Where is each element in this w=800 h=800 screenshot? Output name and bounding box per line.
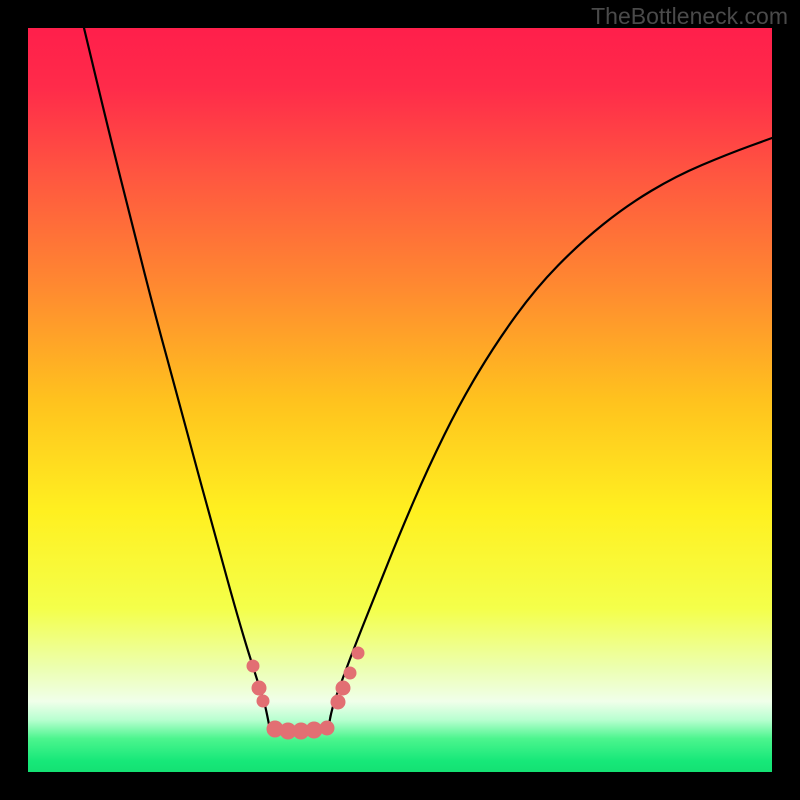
data-marker [331,695,345,709]
data-marker [344,667,356,679]
chart-frame: TheBottleneck.com [0,0,800,800]
data-marker [257,695,269,707]
data-marker [247,660,259,672]
data-marker [336,681,350,695]
data-marker [252,681,266,695]
gradient-background [28,28,772,772]
watermark-text: TheBottleneck.com [591,3,788,30]
chart-svg [28,28,772,772]
data-marker [352,647,364,659]
plot-area [28,28,772,772]
data-marker [306,722,322,738]
data-marker [320,721,334,735]
